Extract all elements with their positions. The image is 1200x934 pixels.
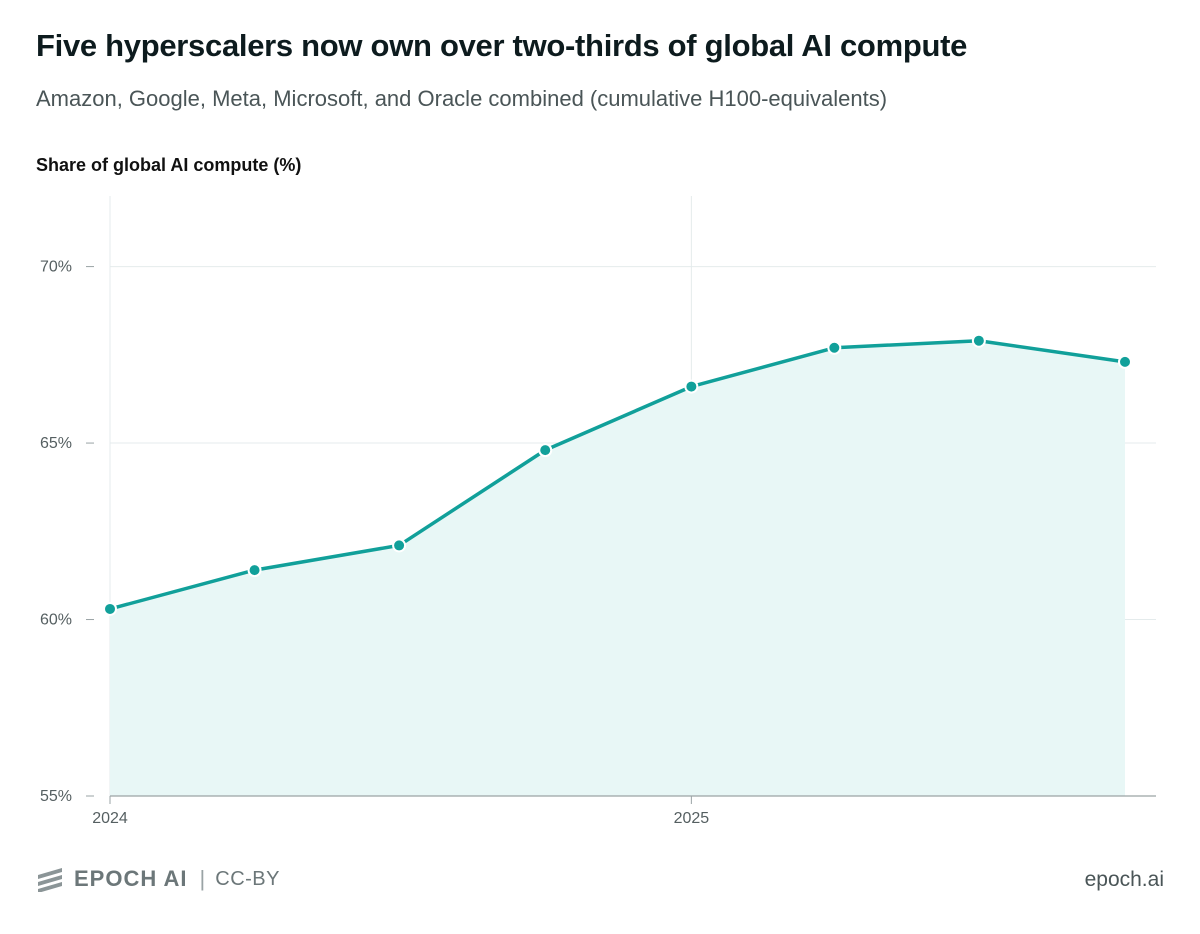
y-tick-label: 65% bbox=[40, 435, 72, 452]
chart-title: Five hyperscalers now own over two-third… bbox=[36, 28, 968, 63]
site-link[interactable]: epoch.ai bbox=[1084, 868, 1164, 891]
y-tick-label: 70% bbox=[40, 259, 72, 276]
series-line bbox=[109, 338, 1126, 611]
x-tick-label: 2025 bbox=[674, 810, 710, 827]
ticks-layer: 55% 60% 65% 70% 2024 2025 bbox=[40, 259, 709, 827]
y-axis-title: Share of global AI compute (%) bbox=[36, 155, 302, 175]
data-point bbox=[827, 340, 842, 355]
footer-brand: EPOCH AI | CC-BY bbox=[36, 866, 280, 892]
data-point bbox=[684, 379, 699, 394]
y-tick-label: 55% bbox=[40, 788, 72, 805]
area-fill bbox=[110, 340, 1125, 796]
data-point bbox=[1118, 354, 1132, 369]
points-layer bbox=[103, 333, 1132, 616]
line-area-chart: 55% 60% 65% 70% 2024 2025 bbox=[40, 196, 1156, 827]
data-point bbox=[392, 538, 407, 553]
epoch-stripes-icon bbox=[38, 868, 62, 892]
y-tick-label: 60% bbox=[40, 612, 72, 629]
brand-name: EPOCH AI bbox=[74, 866, 188, 891]
data-point bbox=[247, 563, 262, 578]
chart-subtitle: Amazon, Google, Meta, Microsoft, and Ora… bbox=[36, 86, 888, 111]
data-point bbox=[538, 443, 553, 458]
x-tick-label: 2024 bbox=[92, 810, 128, 827]
license-label: CC-BY bbox=[215, 867, 280, 890]
data-point bbox=[103, 601, 117, 616]
data-point bbox=[971, 333, 986, 348]
footer-separator: | bbox=[199, 866, 206, 891]
